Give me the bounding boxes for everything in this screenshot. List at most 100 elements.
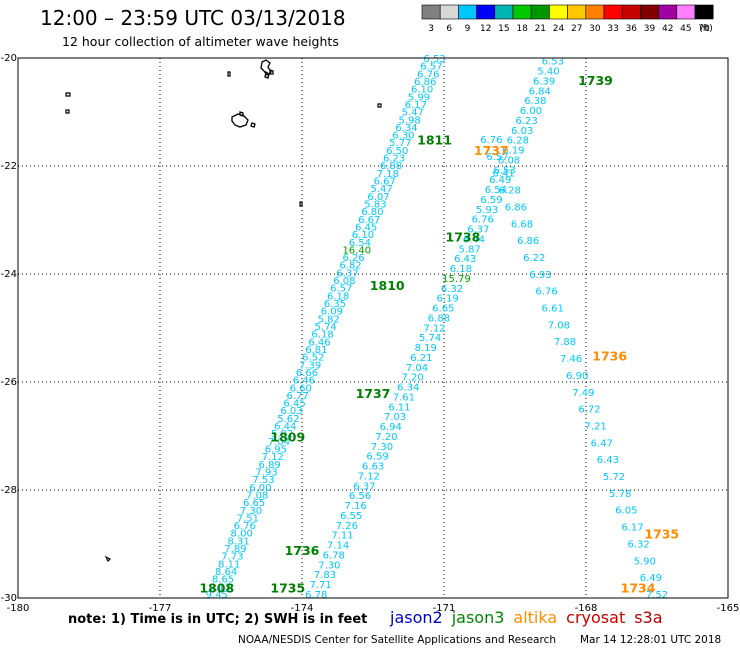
grid-lines [18, 58, 728, 598]
x-tick-label: -177 [149, 603, 172, 614]
wave-height-value: 6.45 [283, 399, 305, 410]
colorbar-label: 6 [446, 24, 452, 34]
wave-height-value: 6.34 [395, 123, 417, 134]
wave-height-value: 6.88 [380, 161, 402, 172]
wave-height-value: 6.80 [361, 207, 383, 218]
wave-height-value: 6.57 [330, 284, 352, 295]
colorbar-swatch [549, 4, 568, 20]
colorbar-swatch [603, 4, 623, 20]
pass-time-label: 1808 [199, 581, 234, 596]
wave-height-value: 6.86 [505, 202, 527, 213]
wave-height-value: 6.63 [362, 462, 384, 473]
wave-height-value: 7.30 [318, 560, 340, 571]
colorbar-swatch [458, 4, 477, 20]
wave-height-value: 6.32 [627, 539, 649, 550]
wave-height-value: 9.13 [209, 582, 231, 593]
wave-height-value: 6.86 [517, 236, 539, 247]
wave-height-value: 6.93 [529, 270, 551, 281]
wave-height-value: 6.53 [494, 165, 516, 176]
y-tick-label: -26 [1, 377, 17, 388]
wave-height-value: 6.37 [336, 268, 358, 279]
wave-height-value: 6.60 [290, 383, 312, 394]
colorbar-swatch [694, 4, 714, 20]
colorbar-label: 45 [680, 24, 691, 34]
y-tick-label: -30 [1, 593, 17, 604]
x-tick-label: -171 [433, 603, 456, 614]
wave-height-value: 6.53 [423, 54, 445, 65]
chart-title: 12:00 – 23:59 UTC 03/13/2018 [40, 6, 346, 30]
colorbar-swatch [476, 4, 496, 20]
wave-height-value: 6.67 [374, 177, 396, 188]
colorbar-label: 9 [465, 24, 471, 34]
wave-height-value: 6.47 [591, 438, 613, 449]
wave-height-value: 6.68 [511, 219, 533, 230]
wave-height-value: 6.66 [296, 368, 318, 379]
satellite-legend-jason2: jason2 [390, 608, 443, 627]
wave-height-value: 6.90 [566, 371, 588, 382]
wave-height-value: 6.07 [367, 192, 389, 203]
wave-height-value: 6.76 [480, 135, 502, 146]
wave-height-value: 6.81 [305, 345, 327, 356]
wave-height-value: 5.77 [389, 138, 411, 149]
colorbar-swatch [567, 4, 587, 20]
wave-height-value: 6.67 [358, 215, 380, 226]
satellite-legend-jason3: jason3 [451, 608, 505, 627]
wave-height-value: 5.72 [603, 472, 625, 483]
wave-height-value: 6.54 [349, 238, 371, 249]
wave-height-value: 7.08 [548, 320, 570, 331]
wave-height-value: 6.61 [542, 304, 564, 315]
wave-height-value: 7.20 [401, 373, 423, 384]
colorbar-swatch [512, 4, 532, 20]
wave-height-value: 6.84 [529, 86, 551, 97]
colorbar-label: 70 [698, 24, 710, 34]
wave-height-value: 6.17 [405, 100, 427, 111]
wave-height-value: 6.95 [265, 445, 287, 456]
x-tick-label: -165 [717, 603, 740, 614]
wave-height-value: 5.87 [458, 244, 480, 255]
wave-height-value: 6.82 [339, 261, 361, 272]
wave-height-value: 6.37 [467, 225, 489, 236]
satellite-legend: jason2 jason3 altika cryosat s3a [390, 608, 672, 627]
wave-height-value: 6.28 [499, 186, 521, 197]
wave-height-value: 7.04 [406, 363, 428, 374]
island-outline [231, 111, 256, 128]
wave-height-value: 8.11 [218, 559, 240, 570]
wave-height-value: 6.50 [386, 146, 408, 157]
wave-height-value: 7.53 [252, 475, 274, 486]
pass-time-label: 1809 [270, 429, 305, 444]
credit-text: NOAA/NESDIS Center for Satellite Applica… [238, 634, 556, 646]
wave-height-value: 6.94 [380, 422, 402, 433]
wave-height-value: 7.03 [384, 412, 406, 423]
wave-height-value: 7.16 [345, 501, 367, 512]
wave-height-value: 6.43 [597, 455, 619, 466]
wave-height-value: 6.08 [333, 276, 355, 287]
wave-height-value: 7.20 [375, 432, 397, 443]
satellite-legend-s3a: s3a [634, 608, 663, 627]
wave-height-value: 7.21 [585, 421, 607, 432]
wave-height-value: 5.98 [399, 115, 421, 126]
pass-time-labels: 1739 1811 1737 1738 1810 1736 1737 1809 1736 1735… [199, 73, 679, 596]
wave-height-value: 6.09 [321, 307, 343, 318]
timestamp-text: Mar 14 12:28:01 UTC 2018 [580, 634, 722, 646]
colorbar-label: 30 [589, 24, 601, 34]
wave-height-value: 6.76 [234, 521, 256, 532]
wave-height-value: 7.26 [336, 521, 358, 532]
colorbar-label: 36 [626, 24, 638, 34]
island-outline [260, 59, 274, 79]
wave-height-value: 6.45 [355, 222, 377, 233]
chart-subtitle: 12 hour collection of altimeter wave hei… [62, 34, 339, 49]
wave-height-value: 6.65 [432, 304, 454, 315]
pass-time-label: 1738 [446, 230, 481, 245]
wave-height-value: 6.53 [542, 57, 564, 68]
wave-height-value: 6.10 [411, 85, 433, 96]
wave-height-value: 6.17 [621, 523, 643, 534]
wave-height-value: 16.40 [342, 245, 371, 256]
pass-time-label: 1739 [578, 73, 613, 88]
wave-height-value: 6.37 [353, 481, 375, 492]
wave-height-value: 6.35 [324, 299, 346, 310]
colorbar-swatch [439, 4, 459, 20]
wave-height-value: 8.65 [212, 575, 234, 586]
wave-height-value: 6.08 [498, 155, 520, 166]
wave-height-value: 7.89 [224, 544, 246, 555]
wave-height-value: 6.00 [249, 483, 271, 494]
